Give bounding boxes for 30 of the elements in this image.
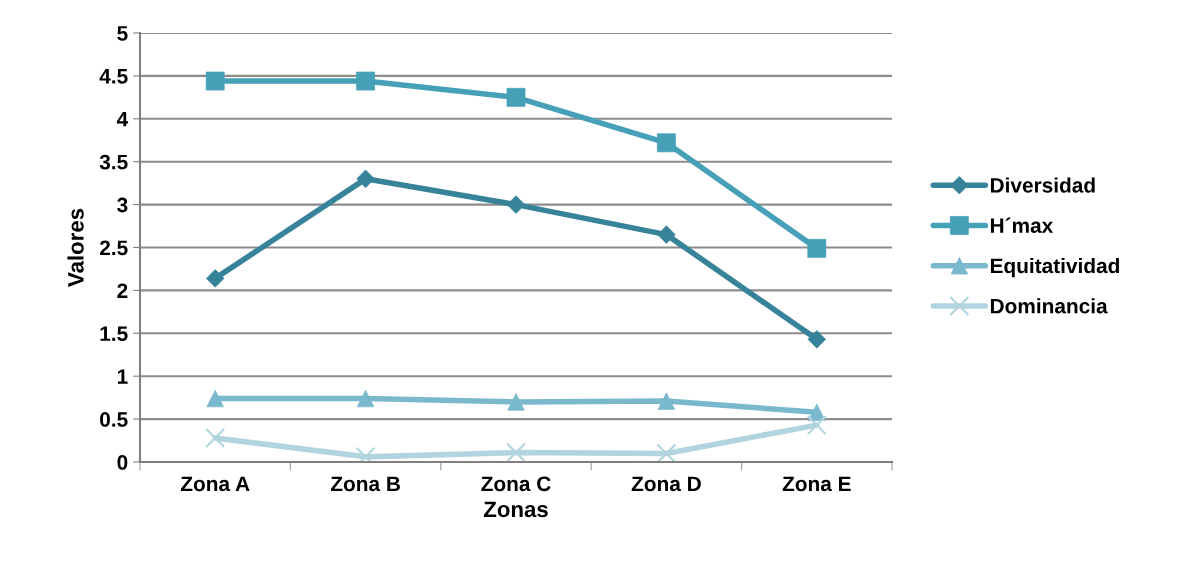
y-tick-label: 2.5 [99,240,128,256]
point [806,415,827,436]
point [356,71,375,91]
y-tick-label: 2 [117,283,128,298]
legend-label: Dominancia [990,298,1108,314]
point [505,442,527,462]
x-tick-label: Zona E [782,476,851,492]
y-tick-label: 0 [117,455,128,470]
y-axis-title: Valores [67,208,84,287]
y-tick-label: 5 [117,26,128,41]
y-tick-label: 1 [117,369,128,384]
point [506,87,526,107]
point [356,389,375,408]
point [205,427,226,449]
legend-label: H´max [990,217,1054,233]
y-tick-label: 3.5 [99,154,128,170]
y-tick-label: 4 [116,112,129,127]
y-tick-label: 0.5 [100,412,128,427]
point [656,443,677,462]
x-tick-label: Zona A [180,476,250,492]
legend-label: Diversidad [990,177,1095,193]
y-tick-label: 3 [117,197,128,213]
point [205,71,225,91]
legend-label: Equitatividad [990,257,1119,278]
x-tick-label: Zona D [631,476,701,492]
x-axis-title: Zonas [483,501,548,518]
y-tick-label: 1.5 [100,326,128,342]
x-tick-label: Zona C [481,476,551,492]
y-tick-label: 4.5 [99,69,128,84]
x-tick-label: Zona B [330,476,400,492]
